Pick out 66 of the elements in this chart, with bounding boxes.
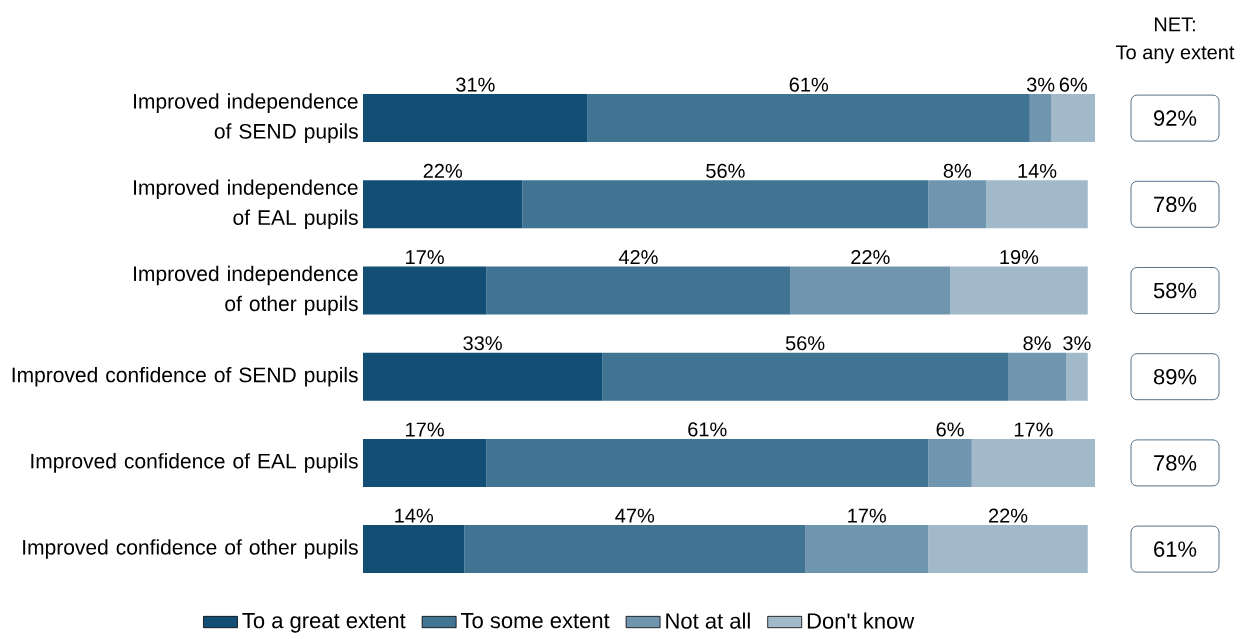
- data-label: 14%: [395, 508, 434, 523]
- y-tick-label: Improved confidence of SEND pupils: [12, 366, 358, 387]
- data-label: 3%: [1063, 335, 1091, 351]
- text: To any extent: [1115, 45, 1235, 64]
- bar: [363, 352, 603, 401]
- bar: [486, 438, 929, 487]
- text: NET:: [1154, 17, 1195, 31]
- legend-label: To a great extent: [242, 612, 406, 633]
- bar: [1029, 93, 1052, 142]
- data-label: 17%: [406, 422, 444, 437]
- data-label: 17%: [406, 249, 444, 264]
- data-label: 6%: [936, 422, 964, 437]
- data-label: 56%: [706, 163, 745, 178]
- text: 92%: [1154, 110, 1197, 126]
- data-label: 42%: [618, 249, 658, 264]
- bar: [971, 438, 1095, 487]
- y-tick-label: Improved independence of other pupils: [134, 265, 358, 316]
- data-label: 6%: [1059, 77, 1087, 92]
- y-tick-label: Improved independence of SEND pupils: [134, 93, 358, 143]
- bar: [928, 438, 972, 487]
- data-label: 61%: [688, 422, 727, 437]
- bar: [950, 266, 1088, 315]
- bar: [1051, 93, 1095, 142]
- bar: [363, 266, 487, 315]
- text: 58%: [1153, 282, 1197, 299]
- bar: [805, 524, 929, 573]
- bar: [363, 524, 465, 573]
- data-label: 17%: [1014, 422, 1053, 437]
- bar: [486, 266, 791, 315]
- y-tick-label: Improved independence of EAL pupils: [134, 179, 358, 229]
- data-label: 8%: [943, 163, 972, 178]
- data-label: 14%: [1018, 163, 1057, 178]
- data-label: 22%: [851, 249, 890, 264]
- bar: [522, 180, 929, 229]
- data-label: 47%: [615, 508, 655, 523]
- y-tick-label: Improved confidence of other pupils: [23, 539, 358, 559]
- data-label: 17%: [848, 508, 886, 523]
- bar: [986, 180, 1088, 229]
- data-label: 22%: [989, 508, 1028, 523]
- bar: [928, 180, 987, 229]
- data-label: 56%: [785, 335, 825, 351]
- bar: [363, 93, 588, 142]
- data-label: 19%: [1000, 249, 1039, 264]
- data-label: 33%: [463, 335, 502, 351]
- data-label: 31%: [456, 77, 495, 92]
- legend-label: Not at all: [666, 612, 750, 629]
- data-label: 8%: [1023, 335, 1051, 351]
- text: 61%: [1154, 541, 1197, 557]
- bar: [1008, 352, 1067, 401]
- text: 78%: [1154, 196, 1197, 212]
- data-label: 61%: [789, 77, 829, 92]
- bar: [928, 524, 1088, 573]
- bar: [790, 266, 951, 315]
- bar: [363, 438, 487, 487]
- bar: [1066, 352, 1088, 401]
- text: 78%: [1154, 454, 1197, 471]
- bar: [587, 93, 1030, 142]
- data-label: 3%: [1026, 77, 1055, 92]
- legend-label: Don't know: [807, 612, 915, 629]
- y-tick-label: Improved confidence of EAL pupils: [31, 452, 358, 473]
- text: 89%: [1153, 368, 1197, 385]
- bar: [363, 180, 523, 229]
- bar: [464, 524, 806, 573]
- legend-label: To some extent: [461, 612, 610, 629]
- bar: [602, 352, 1009, 401]
- data-label: 22%: [423, 163, 463, 178]
